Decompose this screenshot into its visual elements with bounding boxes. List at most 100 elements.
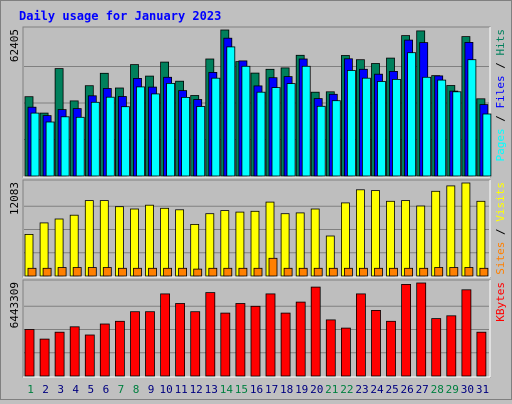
- bar-pages-4: [75, 116, 85, 177]
- bar-kbytes-16: [250, 305, 261, 377]
- bar-sites-11: [178, 267, 188, 277]
- day-label-10: 10: [159, 383, 172, 396]
- bar-pages-19: [301, 65, 311, 177]
- day-label-26: 26: [400, 383, 413, 396]
- bar-kbytes-13: [205, 292, 216, 377]
- bar-visits-13: [205, 213, 215, 277]
- bar-pages-21: [331, 100, 341, 177]
- bar-visits-4: [69, 214, 79, 277]
- bar-visits-28: [431, 190, 441, 277]
- y-max-label: 12083: [8, 182, 21, 215]
- bar-visits-16: [250, 210, 260, 277]
- bar-pages-10: [166, 83, 176, 177]
- bar-sites-26: [404, 267, 414, 277]
- day-label-28: 28: [431, 383, 444, 396]
- bar-visits-10: [160, 207, 170, 277]
- bar-kbytes-14: [220, 312, 231, 377]
- day-label-31: 31: [476, 383, 489, 396]
- legend-separator: /: [494, 222, 507, 242]
- bar-kbytes-22: [340, 327, 351, 377]
- bar-pages-20: [316, 105, 326, 177]
- bar-pages-28: [437, 79, 447, 177]
- bar-visits-11: [175, 209, 185, 277]
- bar-pages-16: [256, 91, 266, 177]
- bar-pages-22: [346, 70, 356, 177]
- bar-pages-23: [361, 77, 371, 177]
- day-label-17: 17: [265, 383, 278, 396]
- bar-kbytes-19: [295, 301, 306, 377]
- legend-separator: /: [494, 109, 507, 129]
- bar-pages-18: [286, 83, 296, 177]
- bar-pages-17: [271, 87, 281, 177]
- bar-sites-25: [389, 267, 398, 277]
- y-max-label: 62405: [8, 29, 21, 62]
- day-label-25: 25: [385, 383, 398, 396]
- bar-pages-7: [121, 106, 130, 177]
- bar-pages-26: [407, 52, 417, 177]
- bar-sites-14: [223, 267, 233, 277]
- bar-visits-29: [446, 185, 456, 277]
- day-label-7: 7: [118, 383, 125, 396]
- bar-sites-12: [193, 268, 203, 277]
- day-label-30: 30: [461, 383, 474, 396]
- bar-sites-27: [419, 267, 429, 277]
- bar-pages-6: [105, 96, 115, 177]
- bar-pages-24: [377, 81, 386, 177]
- legend-separator: /: [494, 56, 507, 76]
- bar-pages-5: [90, 101, 100, 177]
- axis-labels: 62405 12083 6443309: [8, 29, 21, 328]
- bar-visits-30: [461, 182, 471, 277]
- bar-visits-19: [295, 212, 305, 277]
- legend-item-kbytes: KBytes: [494, 282, 507, 322]
- legend-item-pages: Pages: [494, 128, 507, 161]
- legends: Pages / Files / Hits Sites / Visits KBytes: [494, 29, 507, 322]
- legend-item-files: Files: [494, 75, 507, 108]
- bar-pages-11: [181, 97, 191, 177]
- legend-hits-files-pages: Pages / Files / Hits: [494, 29, 507, 162]
- day-label-18: 18: [280, 383, 293, 396]
- day-label-8: 8: [133, 383, 140, 396]
- bar-kbytes-5: [84, 334, 95, 377]
- bar-sites-8: [133, 267, 142, 277]
- legend-visits-sites: Sites / Visits: [494, 182, 507, 275]
- bar-visits-5: [84, 200, 94, 277]
- bar-kbytes-30: [461, 289, 472, 377]
- bar-kbytes-10: [160, 293, 171, 377]
- bar-sites-24: [374, 267, 383, 277]
- legend-kbytes: KBytes: [494, 282, 507, 322]
- day-label-24: 24: [370, 383, 384, 396]
- day-label-12: 12: [190, 383, 203, 396]
- bar-sites-7: [118, 267, 127, 277]
- day-label-1: 1: [27, 383, 34, 396]
- bar-kbytes-3: [54, 331, 65, 377]
- bar-sites-28: [434, 267, 444, 277]
- day-label-16: 16: [250, 383, 263, 396]
- bar-visits-18: [280, 213, 290, 277]
- bar-kbytes-28: [431, 318, 442, 377]
- day-label-27: 27: [416, 383, 429, 396]
- bar-kbytes-20: [310, 286, 321, 377]
- bar-kbytes-11: [175, 303, 186, 377]
- bar-kbytes-15: [235, 303, 246, 377]
- bar-visits-20: [310, 208, 320, 277]
- bar-kbytes-8: [130, 311, 140, 377]
- bar-visits-9: [145, 204, 154, 277]
- bar-pages-9: [151, 93, 160, 177]
- bar-pages-2: [45, 121, 55, 177]
- bar-kbytes-9: [145, 311, 155, 377]
- bar-sites-5: [87, 267, 97, 277]
- bar-sites-20: [313, 267, 323, 277]
- chart-bars: [24, 29, 492, 377]
- bar-pages-15: [241, 65, 251, 177]
- day-label-23: 23: [355, 383, 368, 396]
- bar-visits-24: [371, 190, 380, 277]
- legend-item-hits: Hits: [494, 29, 507, 56]
- bar-kbytes-1: [24, 329, 35, 377]
- bar-visits-31: [476, 200, 486, 277]
- day-label-22: 22: [340, 383, 353, 396]
- bar-sites-2: [42, 267, 52, 277]
- bar-sites-4: [72, 267, 82, 277]
- day-label-20: 20: [310, 383, 323, 396]
- bar-kbytes-7: [115, 320, 125, 377]
